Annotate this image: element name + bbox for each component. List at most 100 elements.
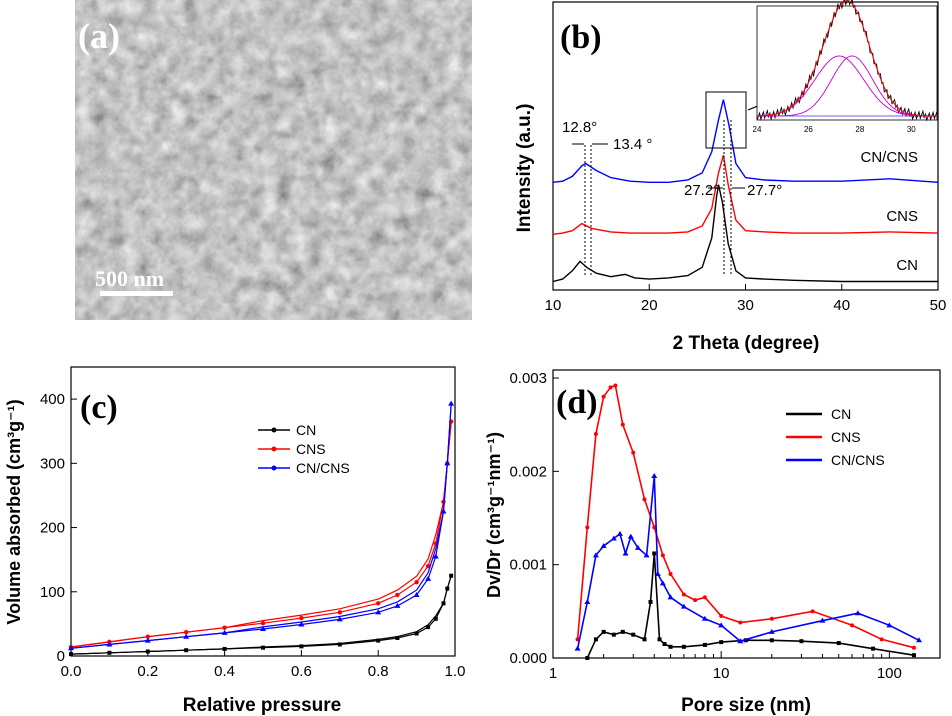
- data-point-c-cn-cns: [260, 626, 266, 632]
- data-point-d-cns: [631, 450, 636, 455]
- y-tick-label-c: 300: [40, 455, 65, 472]
- data-point-d-cn-cns: [651, 473, 658, 478]
- data-point-d-cns: [593, 432, 598, 436]
- legend-label-c: CNS: [296, 441, 326, 457]
- data-point-d-cn-cns: [718, 622, 725, 628]
- xrd-series-group: [552, 99, 939, 283]
- data-point-d-cn: [593, 637, 598, 642]
- data-point-d-cn-cns: [737, 638, 744, 644]
- y-tick-label-d: 0.001: [509, 557, 547, 574]
- legend-marker-c: [271, 465, 277, 471]
- data-point-d-cns: [681, 592, 686, 597]
- data-point-d-cn-cns: [616, 530, 623, 536]
- data-point-d-cn: [611, 632, 616, 637]
- data-point-d-cn: [911, 653, 916, 658]
- data-point-c-cns: [376, 601, 381, 606]
- inset-tick-label: 30: [907, 125, 916, 134]
- data-point-d-cn: [601, 629, 606, 634]
- data-point-d-cn: [620, 629, 625, 634]
- data-point-c-cn-cns: [413, 591, 420, 597]
- data-point-c-cn: [441, 601, 446, 606]
- axis-title-y-d: Dv/Dr (cm³g⁻¹nm⁻¹): [484, 432, 504, 598]
- isotherm-adsorption-cns: [70, 421, 452, 648]
- data-point-c-cns: [260, 621, 266, 626]
- data-point-c-cn: [222, 646, 227, 651]
- x-tick-label-c: 0.2: [137, 663, 158, 680]
- data-point-d-cn: [652, 551, 657, 556]
- data-point-c-cn-cns: [394, 602, 401, 608]
- x-tick-label-c: 0.6: [291, 663, 312, 680]
- data-point-d-cn: [648, 600, 653, 604]
- data-point-c-cn: [299, 644, 304, 649]
- x-tick-label-d: 10: [713, 665, 730, 682]
- data-point-c-cns: [337, 610, 342, 615]
- data-point-d-cn: [719, 640, 724, 645]
- data-point-d-cns: [911, 645, 916, 650]
- x-tick-label-b: 30: [737, 297, 754, 314]
- data-point-c-cn-cns: [448, 400, 455, 406]
- data-point-d-cn-cns: [915, 637, 922, 643]
- data-point-d-cns: [660, 553, 665, 558]
- panel-a: (a) 500 nm: [75, 0, 472, 320]
- x-tick-label-b: 40: [833, 297, 850, 314]
- x-tick-label-c: 1.0: [445, 663, 466, 680]
- data-point-d-cns: [810, 609, 815, 614]
- data-point-d-cns: [620, 422, 625, 427]
- peak-label-12-8: 12.8°: [562, 119, 597, 136]
- inset-tick-label: 26: [804, 125, 813, 134]
- data-point-c-cns: [184, 630, 189, 635]
- y-tick-label-c: 0: [57, 648, 65, 665]
- data-point-c-cns: [222, 625, 227, 630]
- legend-label-d: CN: [831, 406, 851, 422]
- data-point-d-cn: [668, 644, 673, 649]
- psd-series-cns: [576, 384, 915, 649]
- data-point-c-cn: [376, 638, 381, 643]
- data-point-d-cn-cns: [886, 622, 893, 628]
- isotherm-series-group: [68, 400, 455, 657]
- panel-label-a: (a): [78, 16, 120, 56]
- data-point-c-cns: [145, 634, 150, 639]
- x-tick-label-c: 0.0: [61, 663, 82, 680]
- data-point-d-cn: [836, 641, 841, 646]
- data-point-d-cns: [719, 614, 724, 618]
- data-point-d-cns: [850, 623, 855, 628]
- axis-title-x-d: Pore size (nm): [681, 695, 811, 716]
- data-point-c-cn-cns: [144, 637, 151, 643]
- data-point-c-cns: [414, 579, 419, 585]
- data-point-c-cn: [426, 625, 431, 630]
- legend-marker-c: [271, 446, 277, 452]
- data-point-c-cn: [433, 616, 438, 621]
- data-point-d-cn-cns: [854, 610, 861, 616]
- panel-d: (d) 1 10 100 0.000 0.001 0.002 0.003 CN CNS CN/C…: [484, 369, 941, 716]
- data-point-d-cn-cns: [622, 550, 629, 556]
- data-point-d-cns: [613, 383, 618, 388]
- xrd-series-cn-cns: [552, 99, 939, 183]
- data-point-c-cn-cns: [68, 645, 74, 651]
- data-point-d-cn-cns: [768, 628, 775, 634]
- data-point-c-cn: [449, 573, 454, 578]
- plot-frame-c: [70, 366, 456, 657]
- y-tick-label-d: 0.003: [509, 370, 547, 387]
- data-point-c-cn-cns: [432, 553, 439, 559]
- y-tick-label-c: 200: [40, 520, 65, 537]
- axes-c: 0.0 0.2 0.4 0.6 0.8 1.0 0 100 200 300 400: [40, 391, 465, 680]
- panel-b: (b) 10 20 30 40 50 CN/CNS CNS CN 2 Theta (degr…: [514, 0, 946, 354]
- data-point-d-cn-cns: [643, 552, 650, 558]
- xrd-series-cn: [552, 184, 938, 283]
- data-point-c-cn-cns: [298, 621, 305, 627]
- x-tick-label-b: 20: [641, 297, 658, 314]
- data-point-d-cn-cns: [701, 615, 708, 621]
- y-tick-label-d: 0.000: [509, 650, 547, 667]
- xrd-series-cns: [552, 155, 939, 235]
- axis-title-y-b: Intensity (a.u.): [514, 104, 535, 233]
- data-point-d-cn-cns: [610, 535, 617, 541]
- data-point-d-cn: [657, 637, 662, 642]
- data-point-c-cn-cns: [221, 629, 228, 635]
- peak-label-27-7: 27.7°: [747, 182, 782, 199]
- panel-label-b: (b): [560, 19, 602, 56]
- scale-bar-label: 500 nm: [95, 266, 164, 291]
- data-point-d-cn: [799, 639, 804, 644]
- data-point-c-cn-cns: [440, 508, 447, 514]
